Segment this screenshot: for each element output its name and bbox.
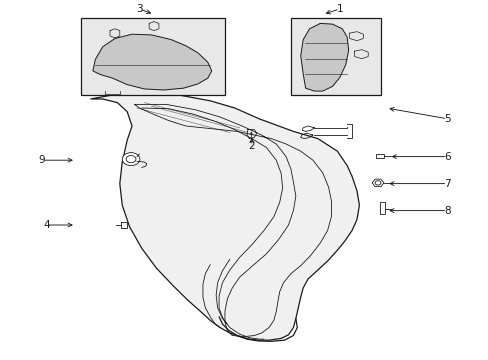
- Text: 6: 6: [443, 152, 450, 162]
- Text: 8: 8: [443, 206, 450, 216]
- Text: 1: 1: [336, 4, 343, 14]
- Text: 7: 7: [443, 179, 450, 189]
- Circle shape: [122, 153, 140, 166]
- Text: 5: 5: [443, 114, 450, 124]
- Circle shape: [374, 181, 380, 185]
- Polygon shape: [371, 179, 383, 186]
- Polygon shape: [90, 92, 359, 340]
- Bar: [81, 18, 224, 95]
- Bar: [375, 154, 384, 158]
- Circle shape: [126, 156, 136, 163]
- Text: 9: 9: [38, 155, 45, 165]
- Text: 2: 2: [248, 141, 255, 151]
- Polygon shape: [93, 34, 211, 90]
- Bar: [290, 18, 381, 95]
- Bar: [380, 202, 384, 214]
- Text: 3: 3: [136, 4, 142, 14]
- Polygon shape: [300, 23, 348, 91]
- Text: 4: 4: [43, 220, 50, 230]
